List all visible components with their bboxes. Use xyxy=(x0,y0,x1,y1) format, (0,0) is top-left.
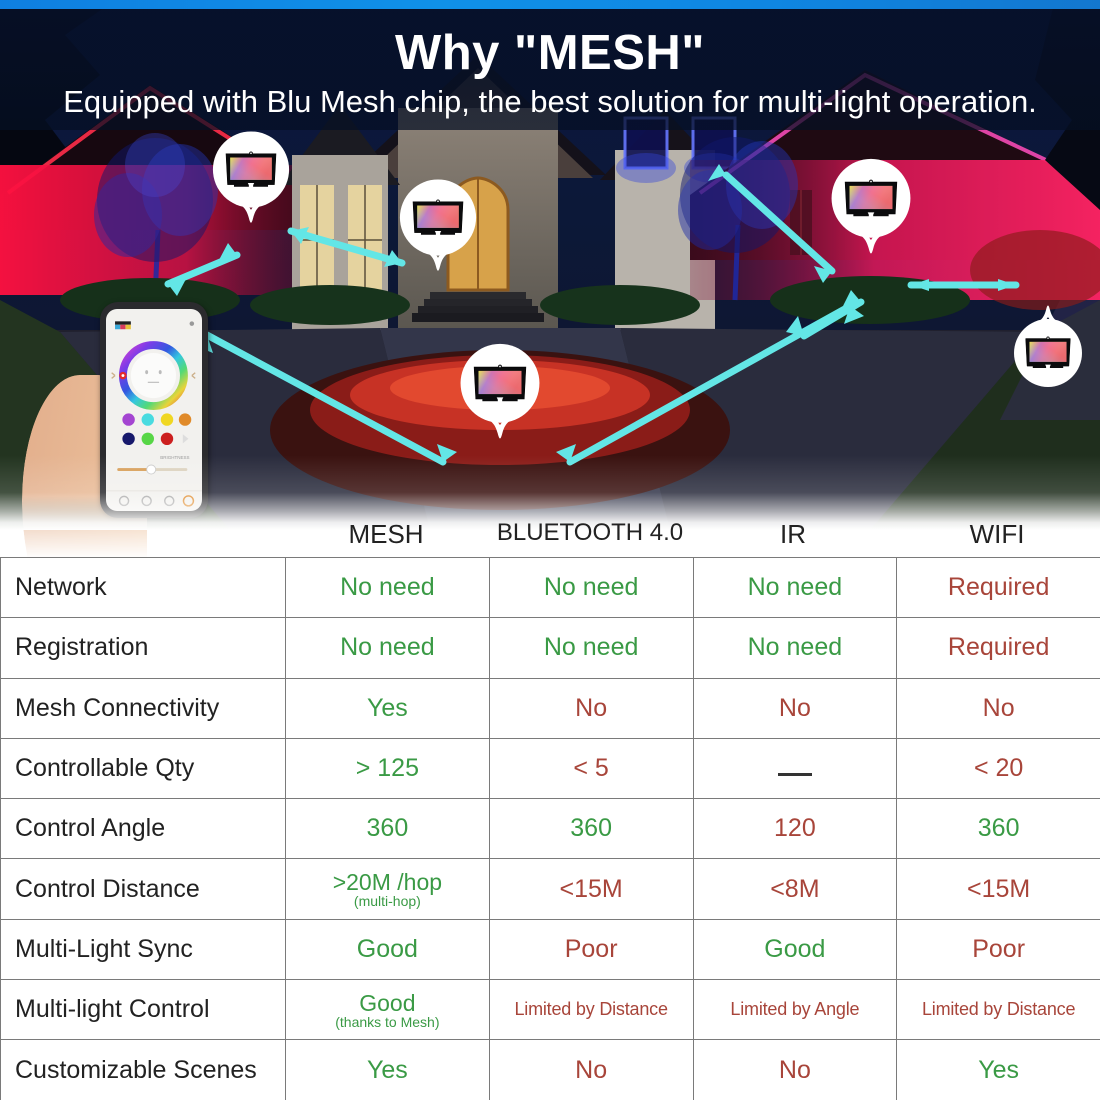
svg-text:BRIGHTNESS: BRIGHTNESS xyxy=(160,455,189,460)
